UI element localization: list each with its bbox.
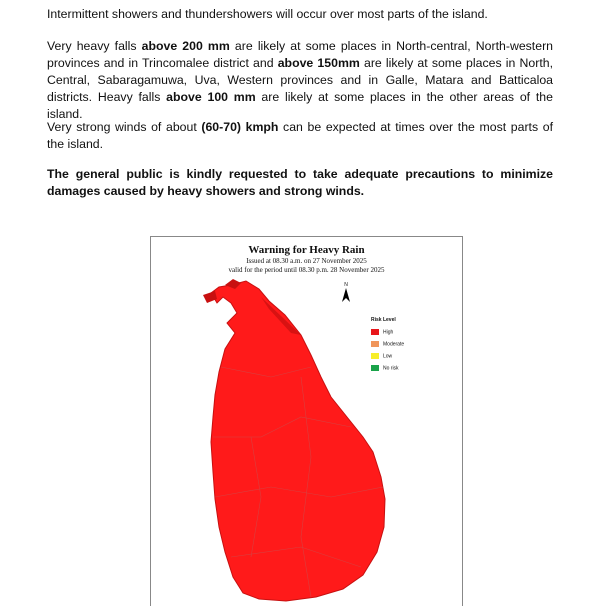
legend-item-moderate: Moderate (371, 341, 404, 347)
legend-item-low: Low (371, 353, 392, 359)
north-label: N (344, 282, 348, 288)
text-bold: above 100 mm (166, 90, 256, 104)
text: can be expected at times over the most p… (47, 120, 553, 151)
swatch (371, 365, 379, 371)
heavy-rain-warning-map: Warning for Heavy Rain Issued at 08.30 a… (150, 236, 463, 606)
map-title: Warning for Heavy Rain (248, 244, 365, 256)
legend-item-no-risk: No risk (371, 365, 399, 371)
sri-lanka-map (203, 279, 386, 602)
map-valid: valid for the period until 08.30 p.m. 28… (228, 266, 385, 274)
legend-title: Risk Level (371, 317, 396, 323)
paragraph-heavy-falls: Very heavy falls above 200 mm are likely… (47, 38, 553, 123)
text: Very heavy falls (47, 39, 142, 53)
legend-item-high: High (371, 329, 393, 335)
legend-label: Low (383, 353, 393, 360)
text: are likely at some places in North-centr… (47, 39, 553, 70)
text-bold: (60-70) kmph (201, 120, 279, 134)
text-bold: above 150mm (277, 56, 360, 70)
legend-label: High (383, 329, 394, 336)
north-arrow-icon: N (342, 282, 350, 304)
swatch (371, 353, 379, 359)
paragraph-precautions: The general public is kindly requested t… (47, 167, 553, 198)
legend-label: No risk (383, 365, 399, 372)
swatch (371, 329, 379, 335)
text: are likely at some places in North, Cent… (47, 56, 553, 104)
text: Very strong winds of about (47, 120, 202, 134)
text-bold: above 200 mm (141, 39, 230, 53)
legend-label: Moderate (383, 341, 405, 348)
paragraph-winds: Very strong winds of about (60-70) kmph … (47, 119, 553, 153)
text: are likely at some places in the other a… (47, 90, 553, 121)
paragraph-showers: Intermittent showers and thundershowers … (47, 7, 488, 21)
map-issued: Issued at 08.30 a.m. on 27 November 2025 (246, 257, 367, 265)
swatch (371, 341, 379, 347)
